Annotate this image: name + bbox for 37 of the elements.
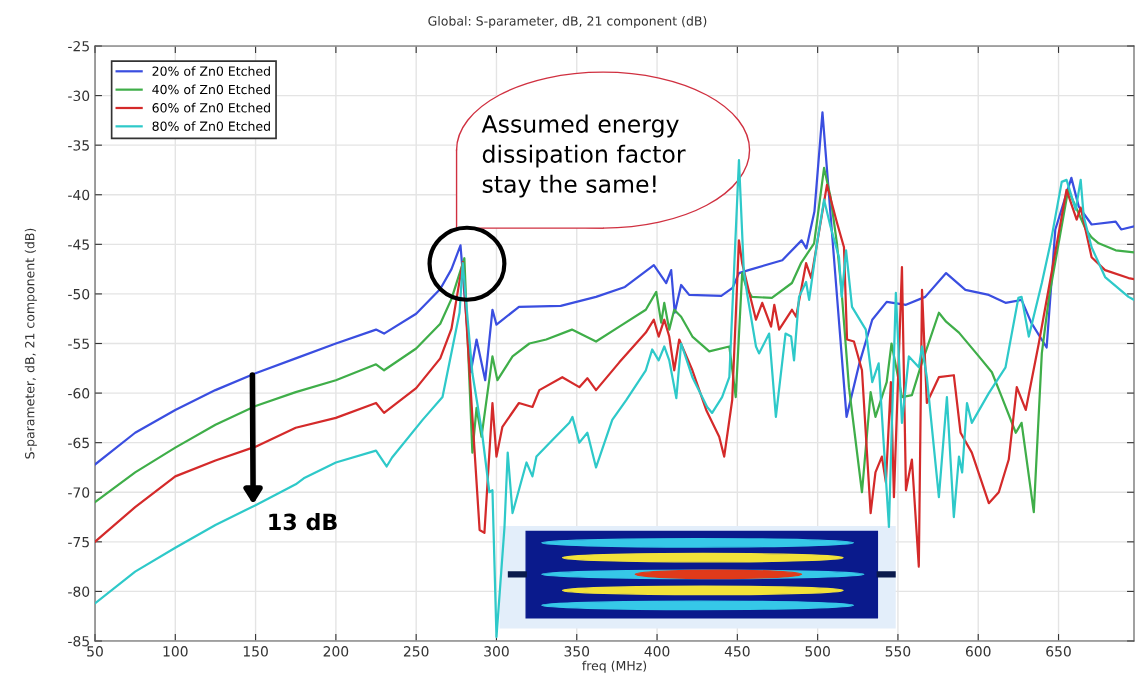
annotation: 13 dB: [269, 513, 337, 531]
x-tick-label: 450: [724, 646, 750, 657]
chart-title: Global: S-parameter, dB, 21 component (dB): [428, 16, 707, 29]
x-tick-label: 600: [965, 646, 991, 657]
y-tick-label: -45: [68, 239, 89, 250]
x-tick-label: 250: [403, 646, 429, 657]
y-axis-title: S-parameter, dB, 21 component (dB): [24, 228, 37, 459]
x-tick-label: 100: [163, 646, 188, 657]
x-tick-label: 50: [87, 646, 103, 657]
y-tick-label: -65: [68, 437, 89, 449]
y-tick-label: -35: [68, 140, 89, 151]
y-tick-label: -70: [68, 487, 90, 498]
legend-label: 60% of Zn0 Etched: [152, 102, 270, 113]
x-tick-label: 650: [1046, 646, 1071, 657]
x-tick-label: 200: [323, 646, 349, 657]
y-tick-label: -75: [68, 536, 89, 548]
y-tick-label: -85: [68, 635, 89, 647]
line-series: [95, 111, 1134, 466]
line-series: [95, 166, 1134, 514]
legend-label: 40% of Zn0 Etched: [152, 84, 270, 95]
y-tick-label: -80: [68, 586, 90, 597]
x-axis-title: freq (MHz): [582, 660, 647, 673]
y-tick-label: -60: [68, 388, 90, 399]
x-tick-label: 500: [805, 646, 830, 657]
y-tick-label: -40: [68, 189, 90, 201]
y-tick-label: -55: [68, 338, 89, 349]
x-tick-label: 150: [243, 646, 268, 657]
x-tick-label: 400: [644, 646, 670, 657]
y-tick-label: -50: [68, 288, 90, 300]
y-tick-label: -30: [68, 90, 90, 102]
x-tick-label: 300: [484, 646, 509, 657]
y-tick-label: -25: [68, 40, 89, 52]
legend-label: 20% of Zn0 Etched: [152, 66, 270, 76]
annotation: Assumed energy dissipation factor stay the same!: [481, 114, 686, 198]
x-tick-label: 350: [564, 646, 590, 657]
legend-label: 80% of Zn0 Etched: [152, 121, 270, 131]
x-tick-label: 550: [885, 646, 911, 657]
